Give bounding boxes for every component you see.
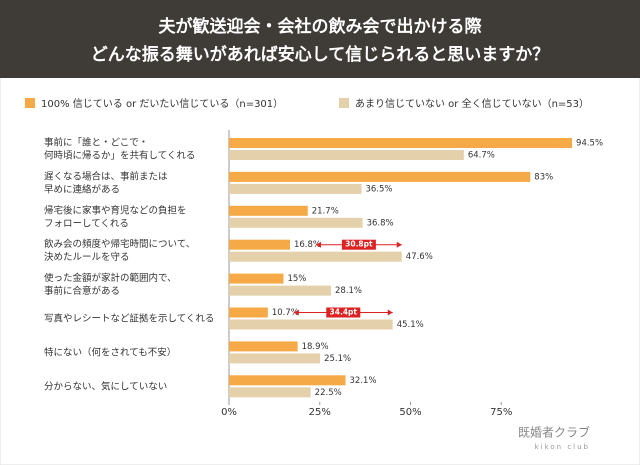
x-tick-label: 0% [221, 407, 237, 418]
category-label: 特にない（何をされても不安） [44, 346, 176, 358]
value-label: 15% [287, 274, 306, 284]
bar [229, 307, 268, 318]
category-label: 写真やレシートなど証拠を示してくれる [44, 312, 214, 324]
value-label: 83% [534, 172, 553, 182]
legend-label: あまり信じていない or 全く信じていない（n=53） [355, 97, 589, 110]
category-label: 事前に「誰と・どこで・何時頃に帰るか」を共有してくれる [44, 136, 195, 161]
bar [229, 217, 363, 228]
bar [229, 353, 321, 364]
category-label: 使った金額が家計の範囲内で、事前に合意がある [44, 272, 177, 297]
value-label: 10.7% [272, 308, 299, 318]
bar [229, 387, 311, 398]
value-label: 94.5% [576, 139, 603, 149]
x-tick-label: 25% [309, 407, 331, 418]
legend-swatch [25, 98, 35, 108]
value-label: 21.7% [312, 206, 339, 216]
bar [229, 285, 332, 296]
category-label: 飲み会の頻度や帰宅時間について、決めたルールを守る [44, 238, 195, 263]
annotation-label: 30.8pt [345, 240, 373, 249]
bar [229, 183, 362, 194]
title-line: どんな振る舞いがあれば安心して信じられると思いますか？ [91, 44, 550, 65]
bar [229, 319, 393, 330]
logo-sub: kikon club [535, 443, 590, 451]
category-label: 遅くなる場合は、事前または早めに連絡がある [44, 170, 168, 195]
x-tick-label: 50% [399, 407, 421, 418]
bar [229, 205, 308, 216]
title-line: 夫が歓送迎会・会社の飲み会で出かける際 [159, 16, 483, 37]
annotation-box [341, 239, 376, 250]
value-label: 47.6% [406, 252, 433, 262]
annotation-box [326, 307, 361, 318]
value-label: 25.1% [324, 354, 351, 364]
value-label: 64.7% [468, 151, 495, 161]
legend-swatch [339, 98, 349, 108]
value-label: 18.9% [302, 342, 329, 352]
value-label: 36.8% [367, 218, 394, 228]
logo: 既婚者クラブ [518, 425, 590, 440]
bar [229, 375, 346, 386]
value-label: 22.5% [315, 388, 342, 398]
header [0, 0, 640, 78]
bar [229, 150, 464, 160]
category-label: 分からない、気にしていない [44, 380, 167, 392]
category-label: 帰宅後に家事や育児などの負担をフォローしてくれる [44, 204, 187, 229]
bar [229, 239, 290, 250]
value-label: 28.1% [335, 286, 362, 296]
bar [229, 171, 531, 182]
bar [229, 341, 298, 352]
x-tick-label: 75% [490, 407, 512, 418]
value-label: 36.5% [365, 184, 392, 194]
value-label: 45.1% [397, 320, 424, 330]
annotation-label: 34.4pt [330, 308, 358, 317]
value-label: 16.8% [294, 240, 321, 250]
bar [229, 273, 284, 284]
value-label: 32.1% [350, 376, 377, 386]
bar [229, 251, 402, 262]
legend-label: 100% 信じている or だいたい信じている（n=301） [41, 98, 283, 110]
bar [229, 138, 573, 148]
